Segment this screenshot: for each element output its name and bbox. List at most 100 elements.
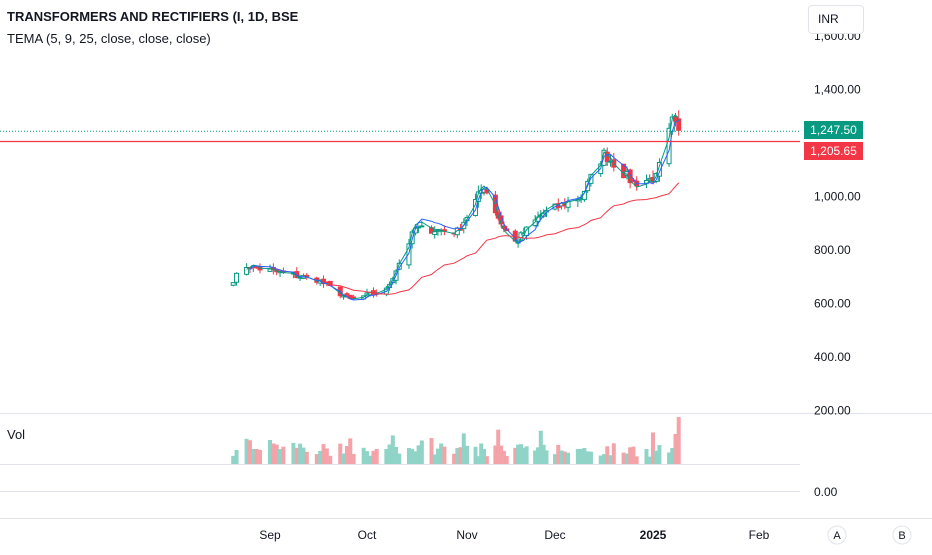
auto-scale-button[interactable]: A: [827, 525, 847, 545]
volume-bar: [628, 447, 633, 464]
currency-button[interactable]: INR: [808, 5, 864, 34]
volume-bar: [458, 447, 463, 464]
x-tick-label: 2025: [640, 528, 667, 542]
volume-bar: [667, 452, 672, 464]
volume-bar: [361, 447, 366, 464]
volume-bar: [634, 456, 639, 464]
volume-bar: [439, 443, 444, 464]
volume-bar: [501, 450, 506, 464]
volume-bar: [351, 453, 356, 464]
volume-bar: [413, 451, 418, 464]
auto-scale-button-label: A: [833, 530, 841, 542]
volume-bar: [559, 450, 564, 464]
volume-bar: [461, 433, 466, 464]
volume-bar: [476, 456, 481, 464]
volume-bar: [374, 448, 379, 464]
volume-bar: [484, 456, 489, 464]
volume-bar: [247, 440, 252, 464]
volume-bar: [301, 447, 306, 464]
volume-bar: [435, 448, 440, 464]
x-tick-label: Feb: [749, 528, 770, 542]
volume-bar: [365, 451, 369, 464]
volume-bar: [516, 444, 521, 464]
volume-bar: [553, 454, 557, 464]
volume-bar: [294, 447, 299, 464]
volume-tick-label: 0.00: [814, 485, 838, 499]
y-tick-label: 600.00: [814, 297, 851, 311]
candle-body: [234, 272, 240, 283]
volume-bar: [611, 443, 616, 464]
volume-bar: [384, 448, 389, 464]
volume-bar: [482, 449, 487, 464]
volume-legend[interactable]: Vol: [7, 427, 26, 442]
candle-body: [666, 127, 672, 165]
x-tick-label: Nov: [456, 528, 477, 542]
volume-bar: [556, 444, 561, 464]
volume-bar: [465, 445, 469, 464]
volume-bars: [231, 417, 681, 464]
volume-bar: [338, 443, 343, 464]
volume-bar: [644, 448, 649, 464]
volume-bar: [582, 448, 587, 464]
y-tick-label: 1,400.00: [814, 83, 861, 97]
volume-bar: [541, 444, 546, 464]
volume-bar: [278, 449, 283, 464]
candle-body: [524, 226, 530, 237]
volume-bar: [432, 454, 437, 464]
scale-button-b-label: B: [898, 530, 905, 542]
volume-bar: [244, 438, 249, 464]
volume-bar: [234, 450, 239, 464]
volume-bar: [321, 444, 326, 464]
candle-body: [230, 282, 236, 286]
volume-bar: [452, 453, 457, 464]
volume-bar: [673, 433, 678, 464]
candle-body: [244, 267, 250, 275]
tema-9-line: [249, 120, 679, 301]
volume-bar: [647, 456, 652, 464]
volume-bar: [442, 446, 447, 464]
volume-bar: [291, 442, 296, 464]
volume-bar: [231, 455, 236, 464]
candle-body: [304, 274, 310, 277]
candle-body: [676, 118, 682, 131]
volume-bar: [631, 446, 636, 464]
y-tick-label: 1,000.00: [814, 190, 861, 204]
candle-body: [351, 296, 357, 299]
volume-bar: [602, 454, 606, 464]
volume-bar: [605, 446, 610, 464]
volume-bar: [274, 444, 279, 464]
volume-bar: [390, 435, 395, 464]
volume-bar: [328, 455, 333, 464]
volume-bar: [496, 429, 501, 464]
volume-bar: [387, 444, 392, 464]
candle-body: [532, 219, 538, 226]
volume-bar: [371, 450, 376, 464]
volume-bar: [341, 453, 346, 464]
candle-body: [419, 225, 425, 228]
volume-bar: [419, 440, 424, 464]
indicator-legend[interactable]: TEMA (5, 9, 25, close, close, close): [7, 31, 211, 46]
volume-bar: [621, 452, 626, 464]
volume-bar: [324, 448, 329, 464]
volume-bar: [524, 446, 529, 464]
symbol-title[interactable]: TRANSFORMERS AND RECTIFIERS (I, 1D, BSE: [7, 9, 299, 24]
volume-bar: [598, 455, 603, 464]
volume-bar: [608, 455, 613, 464]
volume-bar: [499, 445, 504, 464]
scale-button-b[interactable]: B: [892, 525, 912, 545]
grid-layer: [0, 413, 932, 519]
y-tick-label: 200.00: [814, 404, 851, 418]
volume-bar: [268, 439, 272, 464]
auto-scale-button-circle: [827, 525, 847, 545]
last-price-tag: 1,247.50: [804, 121, 863, 139]
volume-bar: [254, 448, 259, 464]
candlesticks: [230, 110, 682, 301]
candle-body: [432, 231, 438, 236]
volume-bar: [670, 447, 675, 464]
volume-bar: [271, 443, 276, 464]
volume-bar: [575, 448, 580, 464]
volume-bar: [397, 453, 402, 464]
x-tick-label: Oct: [358, 528, 377, 542]
